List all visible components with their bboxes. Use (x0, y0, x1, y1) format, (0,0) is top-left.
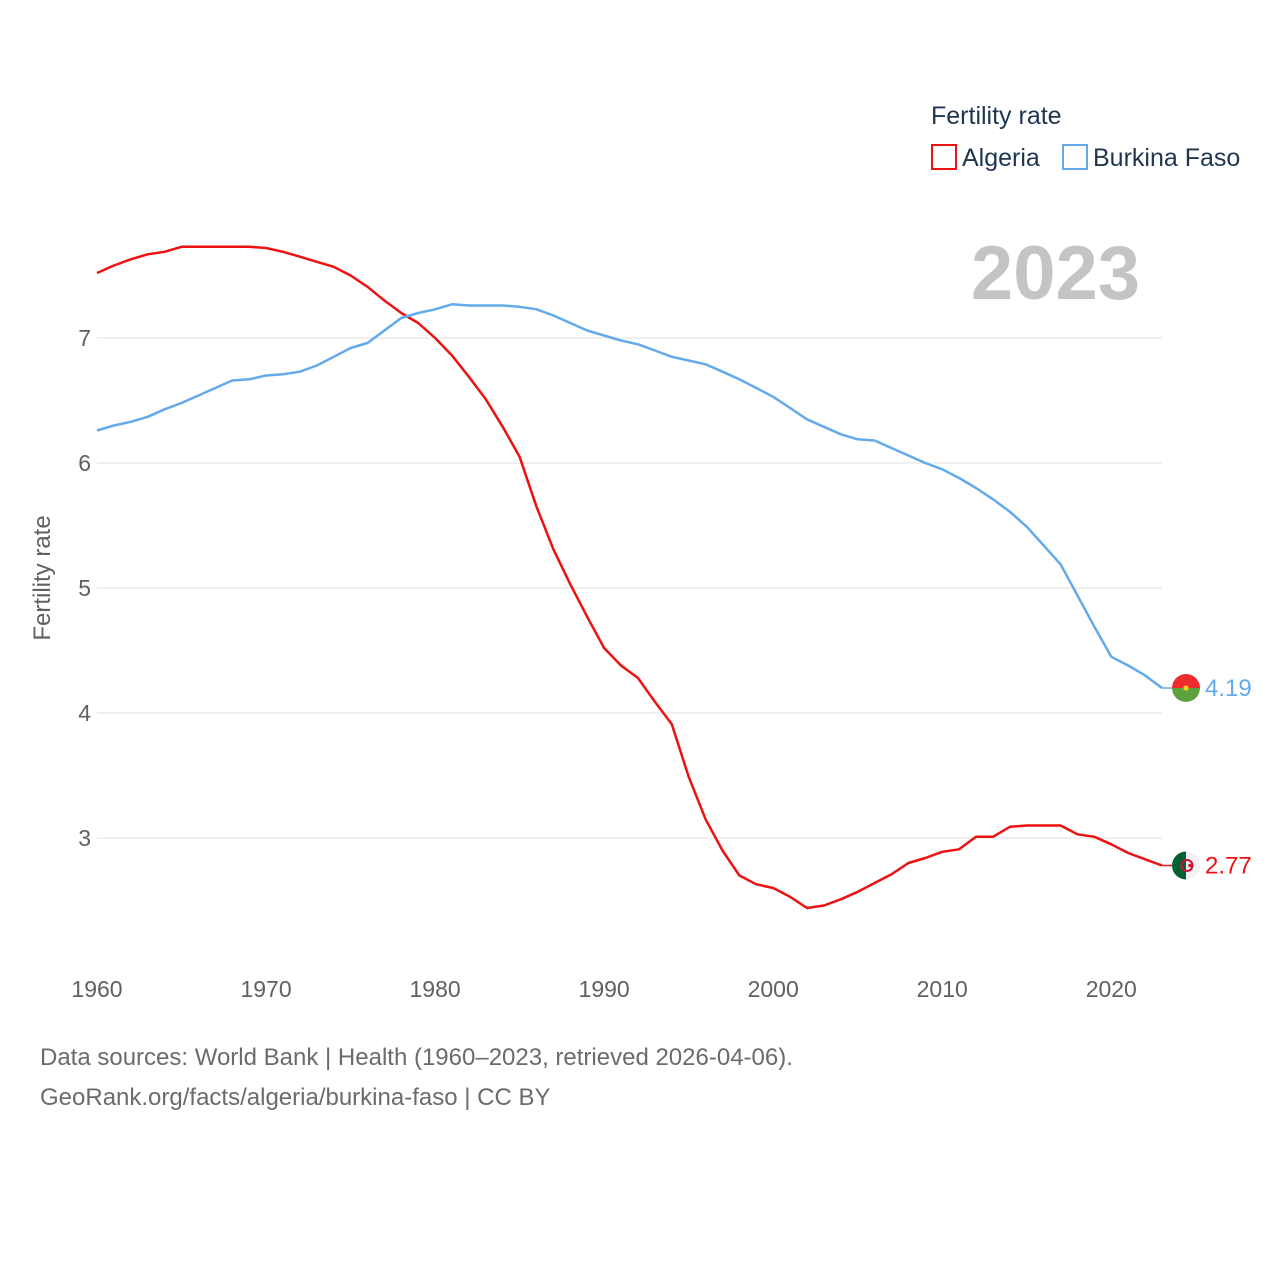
source-link[interactable]: GeoRank.org/facts/algeria/burkina-faso |… (40, 1084, 551, 1111)
y-tick-label: 5 (78, 575, 91, 601)
end-value-label-algeria: 2.77 (1205, 853, 1252, 880)
series-end-markers: 2.77 4.19 (1162, 674, 1252, 880)
series-line-algeria[interactable] (96, 245, 1163, 910)
legend-swatch-burkina-faso[interactable] (1062, 144, 1088, 170)
x-tick-label: 2020 (1086, 976, 1137, 1002)
x-tick-label: 2010 (917, 976, 968, 1002)
x-tick-label: 1960 (71, 976, 122, 1002)
gridlines (97, 337, 1162, 839)
y-axis-ticks: 3 4 5 6 7 (78, 325, 91, 851)
data-sources-note: Data sources: World Bank | Health (1960–… (40, 1044, 793, 1071)
y-tick-label: 4 (78, 700, 91, 726)
x-axis-ticks: 1960 1970 1980 1990 2000 2010 2020 (71, 976, 1136, 1002)
legend-title: Fertility rate (931, 102, 1062, 130)
line-chart: Fertility rate Algeria Burkina Faso 2023… (29, 102, 1252, 1002)
x-tick-label: 1970 (240, 976, 291, 1002)
y-tick-label: 3 (78, 825, 91, 851)
end-value-label-burkina-faso: 4.19 (1205, 675, 1252, 702)
x-tick-label: 1980 (410, 976, 461, 1002)
y-tick-label: 6 (78, 450, 91, 476)
burkina-faso-flag-icon (1172, 674, 1200, 702)
year-label: 2023 (971, 231, 1140, 316)
legend-label-algeria[interactable]: Algeria (962, 144, 1040, 172)
x-tick-label: 1990 (579, 976, 630, 1002)
series-line-burkina-faso[interactable] (96, 303, 1163, 690)
legend-swatch-algeria[interactable] (931, 144, 957, 170)
legend-label-burkina-faso[interactable]: Burkina Faso (1093, 144, 1240, 172)
x-tick-label: 2000 (748, 976, 799, 1002)
y-axis-title: Fertility rate (29, 515, 56, 640)
y-tick-label: 7 (78, 325, 91, 351)
algeria-flag-icon (1172, 851, 1200, 880)
series-lines (96, 245, 1163, 910)
